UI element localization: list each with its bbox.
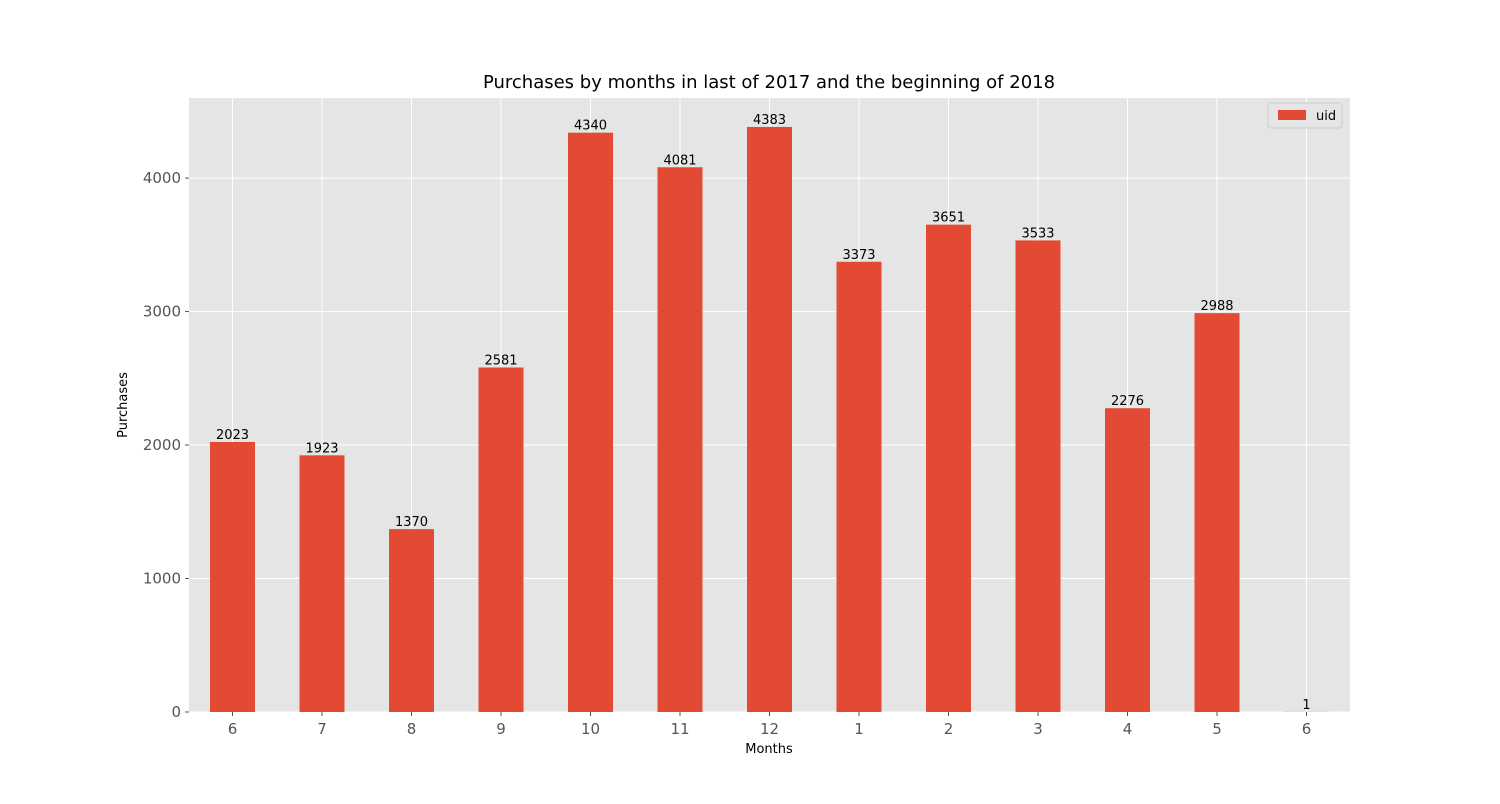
x-tick-label: 11 bbox=[670, 720, 689, 738]
y-axis-label: Purchases bbox=[116, 372, 131, 438]
bar bbox=[837, 262, 882, 712]
bar bbox=[658, 167, 703, 712]
bar bbox=[1195, 313, 1240, 712]
bar bbox=[1105, 408, 1150, 712]
bar-value-label: 2581 bbox=[484, 353, 517, 368]
x-tick-label: 2 bbox=[944, 720, 954, 738]
bar-value-label: 4340 bbox=[574, 119, 607, 134]
bar bbox=[300, 455, 345, 712]
y-tick-label: 3000 bbox=[143, 303, 181, 321]
x-tick-label: 3 bbox=[1033, 720, 1043, 738]
bar-value-label: 1370 bbox=[395, 515, 428, 530]
x-tick-label: 10 bbox=[581, 720, 600, 738]
x-tick-label: 4 bbox=[1123, 720, 1133, 738]
y-axis-ticks: 0 1000 2000 3000 4000 bbox=[143, 169, 189, 721]
x-tick-label: 7 bbox=[317, 720, 327, 738]
bar-value-label: 2988 bbox=[1200, 299, 1233, 314]
bar bbox=[1016, 240, 1061, 712]
x-tick-label: 5 bbox=[1212, 720, 1222, 738]
x-tick-label: 6 bbox=[228, 720, 238, 738]
y-tick-label: 1000 bbox=[143, 570, 181, 588]
x-tick-label: 1 bbox=[854, 720, 864, 738]
bar-value-label: 2023 bbox=[216, 428, 249, 443]
bar bbox=[210, 442, 255, 712]
bar-value-label: 1 bbox=[1302, 698, 1310, 713]
x-tick-label: 9 bbox=[496, 720, 506, 738]
bar-value-label: 3533 bbox=[1021, 226, 1054, 241]
bar-value-label: 3651 bbox=[932, 211, 965, 226]
legend: uid bbox=[1268, 103, 1342, 128]
bar bbox=[389, 529, 434, 712]
legend-swatch bbox=[1278, 110, 1306, 120]
legend-label: uid bbox=[1316, 109, 1336, 124]
bar-value-label: 3373 bbox=[842, 248, 875, 263]
x-tick-label: 8 bbox=[407, 720, 417, 738]
x-axis-label: Months bbox=[745, 742, 793, 757]
bar bbox=[568, 133, 613, 712]
x-tick-label: 6 bbox=[1302, 720, 1312, 738]
y-tick-label: 2000 bbox=[143, 436, 181, 454]
bar-value-label: 4081 bbox=[663, 153, 696, 168]
bar-value-label: 1923 bbox=[305, 441, 338, 456]
y-tick-label: 4000 bbox=[143, 169, 181, 187]
bar-value-label: 4383 bbox=[753, 113, 786, 128]
bar bbox=[926, 225, 971, 712]
bar bbox=[479, 367, 524, 712]
bar bbox=[747, 127, 792, 712]
chart-title: Purchases by months in last of 2017 and … bbox=[483, 72, 1055, 93]
y-tick-label: 0 bbox=[171, 703, 181, 721]
bar-value-label: 2276 bbox=[1111, 394, 1144, 409]
x-tick-label: 12 bbox=[760, 720, 779, 738]
